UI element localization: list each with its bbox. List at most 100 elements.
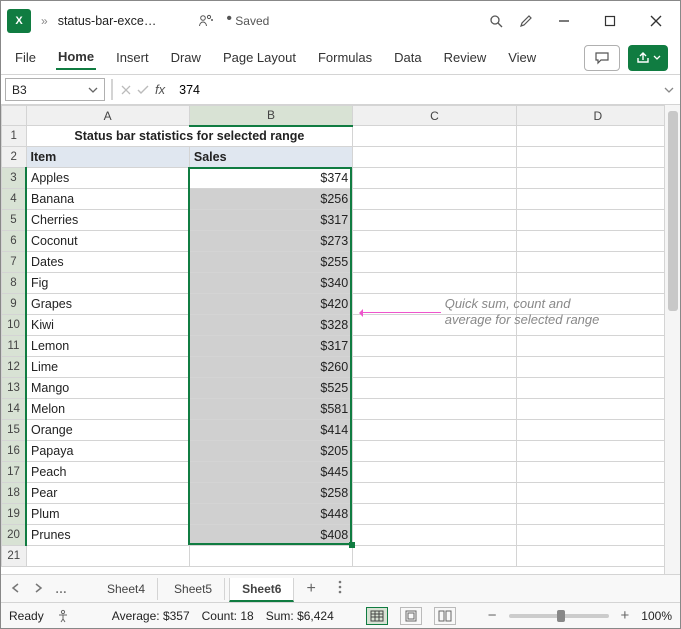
name-box[interactable]: B3 <box>5 78 105 101</box>
cell[interactable] <box>353 483 516 504</box>
cell[interactable] <box>353 504 516 525</box>
cell-item[interactable]: Prunes <box>26 525 189 546</box>
cell-sales[interactable]: $328 <box>189 315 352 336</box>
new-sheet-button[interactable]: + <box>298 580 323 598</box>
cell[interactable] <box>516 357 679 378</box>
enter-check-icon[interactable] <box>137 85 149 95</box>
row-header[interactable]: 8 <box>2 273 27 294</box>
maximize-button[interactable] <box>592 7 628 35</box>
cell-item[interactable]: Orange <box>26 420 189 441</box>
cell-item[interactable]: Melon <box>26 399 189 420</box>
zoom-out-button[interactable]: − <box>488 607 497 624</box>
sheet-tab-4[interactable]: Sheet4 <box>95 578 158 600</box>
cancel-x-icon[interactable] <box>121 85 131 95</box>
cell[interactable] <box>353 252 516 273</box>
row-header[interactable]: 3 <box>2 168 27 189</box>
cell-item[interactable]: Cherries <box>26 210 189 231</box>
cell-item[interactable]: Dates <box>26 252 189 273</box>
cell-sales[interactable]: $414 <box>189 420 352 441</box>
cell[interactable] <box>353 357 516 378</box>
zoom-level[interactable]: 100% <box>641 609 672 623</box>
zoom-slider[interactable] <box>509 614 609 618</box>
sheet-nav-prev[interactable] <box>7 580 25 598</box>
cell[interactable] <box>516 462 679 483</box>
cell[interactable] <box>353 210 516 231</box>
cell[interactable] <box>516 189 679 210</box>
cell[interactable] <box>516 525 679 546</box>
row-header[interactable]: 19 <box>2 504 27 525</box>
cell-sales[interactable]: $340 <box>189 273 352 294</box>
col-header-c[interactable]: C <box>353 106 516 126</box>
cell-sales[interactable]: $581 <box>189 399 352 420</box>
sheet-tab-6[interactable]: Sheet6 <box>229 578 294 602</box>
sheet-nav-more[interactable]: … <box>51 580 71 598</box>
cell-item[interactable]: Plum <box>26 504 189 525</box>
row-header[interactable]: 4 <box>2 189 27 210</box>
cell-sales[interactable]: $317 <box>189 210 352 231</box>
cell[interactable] <box>516 504 679 525</box>
cell-item[interactable]: Lime <box>26 357 189 378</box>
cell-item[interactable]: Papaya <box>26 441 189 462</box>
cell[interactable] <box>516 378 679 399</box>
cell-sales[interactable]: $260 <box>189 357 352 378</box>
fx-label[interactable]: fx <box>155 82 165 97</box>
row-header[interactable]: 10 <box>2 315 27 336</box>
cell-item[interactable]: Banana <box>26 189 189 210</box>
row-header[interactable]: 9 <box>2 294 27 315</box>
cell[interactable] <box>516 483 679 504</box>
row-header[interactable]: 6 <box>2 231 27 252</box>
cell[interactable] <box>189 546 352 567</box>
cell[interactable] <box>516 441 679 462</box>
row-header[interactable]: 17 <box>2 462 27 483</box>
cell[interactable] <box>516 273 679 294</box>
cell[interactable] <box>353 147 516 168</box>
cell-sales[interactable]: $317 <box>189 336 352 357</box>
row-header[interactable]: 5 <box>2 210 27 231</box>
cell[interactable] <box>353 231 516 252</box>
view-page-layout-button[interactable] <box>400 607 422 625</box>
cell[interactable] <box>516 399 679 420</box>
cell[interactable] <box>353 441 516 462</box>
cell-sales[interactable]: $273 <box>189 231 352 252</box>
pen-icon[interactable] <box>516 11 536 31</box>
row-header[interactable]: 16 <box>2 441 27 462</box>
share-people-icon[interactable] <box>196 11 216 31</box>
cell[interactable] <box>353 273 516 294</box>
cell[interactable] <box>353 189 516 210</box>
cell-item[interactable]: Kiwi <box>26 315 189 336</box>
cell[interactable] <box>516 546 679 567</box>
cell-sales[interactable]: $258 <box>189 483 352 504</box>
cell-sales[interactable]: $374 <box>189 168 352 189</box>
col-header-d[interactable]: D <box>516 106 679 126</box>
row-header[interactable]: 13 <box>2 378 27 399</box>
cell[interactable] <box>353 399 516 420</box>
comments-button[interactable] <box>584 45 620 71</box>
cell[interactable] <box>353 336 516 357</box>
formula-bar-expand[interactable] <box>658 75 680 104</box>
cell-sales[interactable]: $408 <box>189 525 352 546</box>
accessibility-icon[interactable] <box>56 609 70 623</box>
formula-input[interactable] <box>171 75 658 104</box>
close-button[interactable] <box>638 7 674 35</box>
row-header[interactable]: 20 <box>2 525 27 546</box>
cell[interactable] <box>353 462 516 483</box>
cell-item[interactable]: Apples <box>26 168 189 189</box>
cell[interactable] <box>516 168 679 189</box>
tab-draw[interactable]: Draw <box>169 46 203 69</box>
cell[interactable] <box>26 546 189 567</box>
cell-sales[interactable]: $205 <box>189 441 352 462</box>
share-button[interactable] <box>628 45 668 71</box>
tab-page-layout[interactable]: Page Layout <box>221 46 298 69</box>
cell-sales[interactable]: $420 <box>189 294 352 315</box>
title-cell[interactable]: Status bar statistics for selected range <box>26 126 353 147</box>
cell-item[interactable]: Coconut <box>26 231 189 252</box>
view-page-break-button[interactable] <box>434 607 456 625</box>
cell-item[interactable]: Grapes <box>26 294 189 315</box>
tab-view[interactable]: View <box>506 46 538 69</box>
minimize-button[interactable] <box>546 7 582 35</box>
cell-item[interactable]: Mango <box>26 378 189 399</box>
row-header[interactable]: 12 <box>2 357 27 378</box>
cell[interactable] <box>516 336 679 357</box>
row-header[interactable]: 18 <box>2 483 27 504</box>
row-header[interactable]: 7 <box>2 252 27 273</box>
